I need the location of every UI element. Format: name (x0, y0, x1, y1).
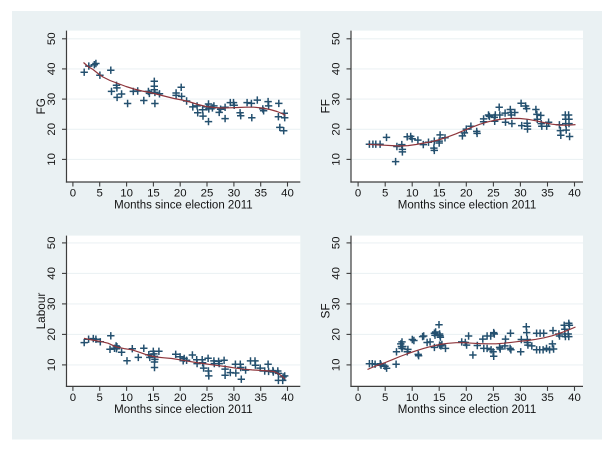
svg-text:15: 15 (147, 188, 160, 200)
svg-text:20: 20 (174, 392, 187, 404)
svg-text:Months since election 2011: Months since election 2011 (398, 404, 537, 416)
svg-text:Months since election 2011: Months since election 2011 (114, 404, 253, 416)
svg-text:40: 40 (331, 63, 343, 76)
svg-text:15: 15 (433, 188, 446, 200)
svg-text:20: 20 (46, 328, 58, 341)
svg-text:Months since election 2011: Months since election 2011 (398, 200, 537, 212)
svg-text:50: 50 (331, 32, 343, 45)
svg-text:FF: FF (319, 99, 333, 113)
svg-text:30: 30 (331, 93, 343, 106)
svg-text:10: 10 (331, 153, 343, 166)
svg-text:30: 30 (46, 298, 58, 311)
svg-text:20: 20 (331, 328, 343, 341)
svg-text:30: 30 (228, 188, 241, 200)
svg-text:30: 30 (331, 298, 343, 311)
svg-text:25: 25 (487, 188, 500, 200)
svg-text:40: 40 (568, 188, 581, 200)
svg-text:0: 0 (355, 392, 361, 404)
svg-text:30: 30 (46, 93, 58, 106)
svg-text:35: 35 (541, 392, 554, 404)
svg-text:SF: SF (319, 303, 333, 318)
svg-text:40: 40 (46, 63, 58, 76)
svg-text:5: 5 (97, 392, 103, 404)
svg-text:Labour: Labour (34, 293, 48, 330)
svg-text:30: 30 (228, 392, 241, 404)
svg-text:30: 30 (514, 188, 527, 200)
svg-text:5: 5 (97, 188, 103, 200)
svg-text:10: 10 (406, 188, 419, 200)
svg-text:20: 20 (46, 123, 58, 136)
svg-text:50: 50 (46, 32, 58, 45)
svg-text:40: 40 (281, 392, 294, 404)
svg-text:0: 0 (70, 392, 76, 404)
svg-text:10: 10 (406, 392, 419, 404)
svg-text:0: 0 (355, 188, 361, 200)
svg-text:20: 20 (331, 123, 343, 136)
svg-text:Months since election 2011: Months since election 2011 (114, 200, 253, 212)
svg-text:15: 15 (147, 392, 160, 404)
svg-text:50: 50 (46, 237, 58, 250)
svg-text:25: 25 (201, 392, 214, 404)
svg-text:5: 5 (382, 392, 388, 404)
svg-text:20: 20 (460, 188, 473, 200)
svg-text:30: 30 (514, 392, 527, 404)
svg-text:10: 10 (120, 392, 133, 404)
svg-text:10: 10 (46, 153, 58, 166)
svg-text:10: 10 (331, 359, 343, 372)
svg-text:35: 35 (254, 392, 267, 404)
svg-text:40: 40 (281, 188, 294, 200)
svg-text:20: 20 (460, 392, 473, 404)
svg-text:40: 40 (331, 267, 343, 280)
svg-text:25: 25 (487, 392, 500, 404)
svg-text:40: 40 (46, 267, 58, 280)
svg-text:25: 25 (201, 188, 214, 200)
svg-text:50: 50 (331, 237, 343, 250)
svg-text:10: 10 (120, 188, 133, 200)
svg-text:35: 35 (254, 188, 267, 200)
svg-text:40: 40 (568, 392, 581, 404)
svg-text:20: 20 (174, 188, 187, 200)
svg-text:35: 35 (541, 188, 554, 200)
svg-text:FG: FG (34, 98, 48, 114)
svg-text:10: 10 (46, 359, 58, 372)
svg-text:15: 15 (433, 392, 446, 404)
svg-text:0: 0 (70, 188, 76, 200)
svg-text:5: 5 (382, 188, 388, 200)
